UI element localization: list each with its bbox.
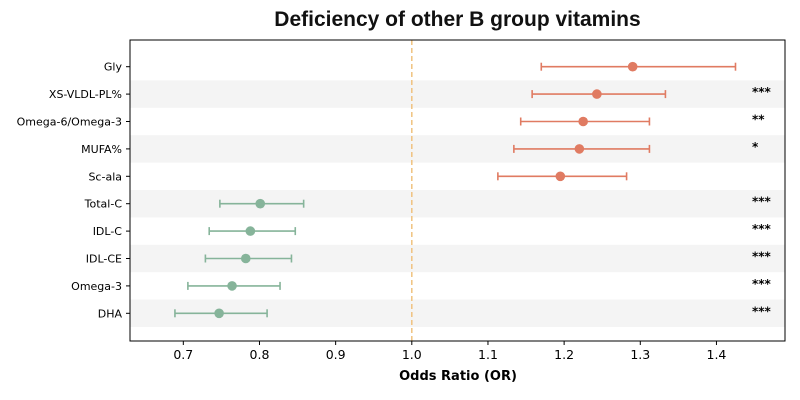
y-tick-label: Sc-ala xyxy=(88,170,122,183)
x-tick-label: 1.0 xyxy=(402,347,422,362)
significance-label: * xyxy=(752,140,759,154)
or-point xyxy=(574,144,585,154)
x-axis-label: Odds Ratio (OR) xyxy=(399,369,517,384)
x-tick-label: 0.8 xyxy=(250,347,270,362)
y-tick-label: Gly xyxy=(104,61,123,74)
y-tick-label: XS-VLDL-PL% xyxy=(49,88,122,101)
significance-label: *** xyxy=(752,277,772,291)
x-tick-label: 0.9 xyxy=(326,347,346,362)
significance-label: *** xyxy=(752,195,772,209)
or-point xyxy=(227,281,237,291)
row-band xyxy=(130,135,785,163)
y-tick-label: Omega-6/Omega-3 xyxy=(17,116,122,129)
significance-label: *** xyxy=(752,304,772,318)
or-point xyxy=(627,61,638,72)
y-tick-label: IDL-C xyxy=(93,225,123,238)
or-point xyxy=(255,198,266,209)
or-point xyxy=(214,308,224,319)
row-band xyxy=(130,80,785,108)
y-tick-label: Total-C xyxy=(84,198,123,211)
significance-label: *** xyxy=(752,250,772,264)
y-tick-label: IDL-CE xyxy=(86,253,122,266)
significance-label: ** xyxy=(752,113,765,127)
x-tick-label: 0.7 xyxy=(173,347,193,362)
or-point xyxy=(578,116,588,127)
x-tick-label: 1.2 xyxy=(554,347,574,362)
or-point xyxy=(245,226,256,236)
y-tick-label: DHA xyxy=(98,307,123,320)
significance-label: *** xyxy=(752,85,772,99)
or-point xyxy=(240,253,251,264)
or-point xyxy=(555,171,566,182)
y-tick-label: Omega-3 xyxy=(71,280,122,293)
or-point xyxy=(592,89,602,99)
x-tick-label: 1.4 xyxy=(707,347,727,362)
axes-frame xyxy=(129,39,786,342)
chart-title: Deficiency of other B group vitamins xyxy=(274,8,641,31)
significance-label: *** xyxy=(752,222,772,236)
x-tick-label: 1.3 xyxy=(630,347,650,362)
x-tick-label: 1.1 xyxy=(478,347,498,362)
y-tick-label: MUFA% xyxy=(81,143,122,156)
